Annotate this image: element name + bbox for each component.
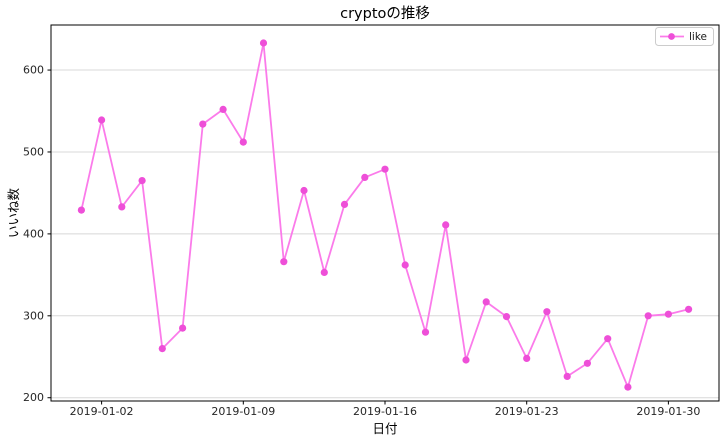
- data-point: [421, 328, 430, 336]
- data-point: [563, 372, 571, 380]
- data-point: [179, 324, 187, 332]
- series-layer: [77, 39, 693, 391]
- y-axis-label: いいね数: [6, 188, 21, 239]
- y-tick-label: 200: [23, 391, 44, 404]
- x-tick-label: 2019-01-09: [211, 405, 275, 418]
- legend-marker-icon: [668, 33, 675, 40]
- x-tick-label: 2019-01-30: [636, 405, 700, 418]
- data-point: [340, 200, 349, 208]
- data-point: [320, 268, 328, 276]
- data-point: [138, 177, 146, 185]
- y-tick-label: 600: [23, 64, 44, 77]
- y-tick-label: 500: [23, 145, 44, 158]
- chart-title: cryptoの推移: [340, 5, 430, 22]
- data-point: [199, 120, 207, 128]
- data-point: [685, 305, 693, 313]
- data-point: [523, 354, 531, 362]
- legend-box: [655, 27, 714, 46]
- legend: like: [655, 27, 714, 46]
- data-point: [77, 206, 85, 214]
- grid-layer: [51, 69, 719, 399]
- data-point: [219, 105, 227, 113]
- data-point: [280, 258, 288, 266]
- data-point: [98, 116, 106, 124]
- series-line: [80, 42, 689, 389]
- data-point: [462, 356, 470, 364]
- plot-border: [50, 24, 720, 402]
- x-tick-label: 2019-01-16: [353, 405, 417, 418]
- data-point: [118, 203, 126, 211]
- legend-label: like: [689, 31, 707, 43]
- y-tick-label: 300: [23, 309, 44, 322]
- data-point: [401, 261, 409, 269]
- x-tick-label: 2019-01-23: [495, 405, 559, 418]
- data-point: [482, 298, 490, 306]
- x-tick-label: 2019-01-02: [70, 405, 134, 418]
- y-tick-label: 400: [23, 227, 44, 240]
- data-point: [239, 138, 247, 146]
- data-point: [664, 310, 673, 318]
- data-point: [158, 345, 166, 353]
- data-point: [543, 308, 551, 316]
- data-point: [604, 335, 612, 343]
- data-point: [259, 39, 268, 47]
- data-point: [583, 359, 592, 367]
- data-point: [502, 313, 511, 321]
- x-axis-label: 日付: [372, 421, 397, 436]
- data-point: [381, 165, 389, 173]
- tick-layer: 200 300 400 500 600 2019-01-02 2019-01-09 2019-…: [23, 64, 700, 418]
- data-point: [300, 186, 308, 195]
- data-point: [442, 221, 450, 229]
- data-point: [624, 383, 632, 391]
- data-point: [361, 173, 369, 181]
- data-point: [644, 312, 652, 320]
